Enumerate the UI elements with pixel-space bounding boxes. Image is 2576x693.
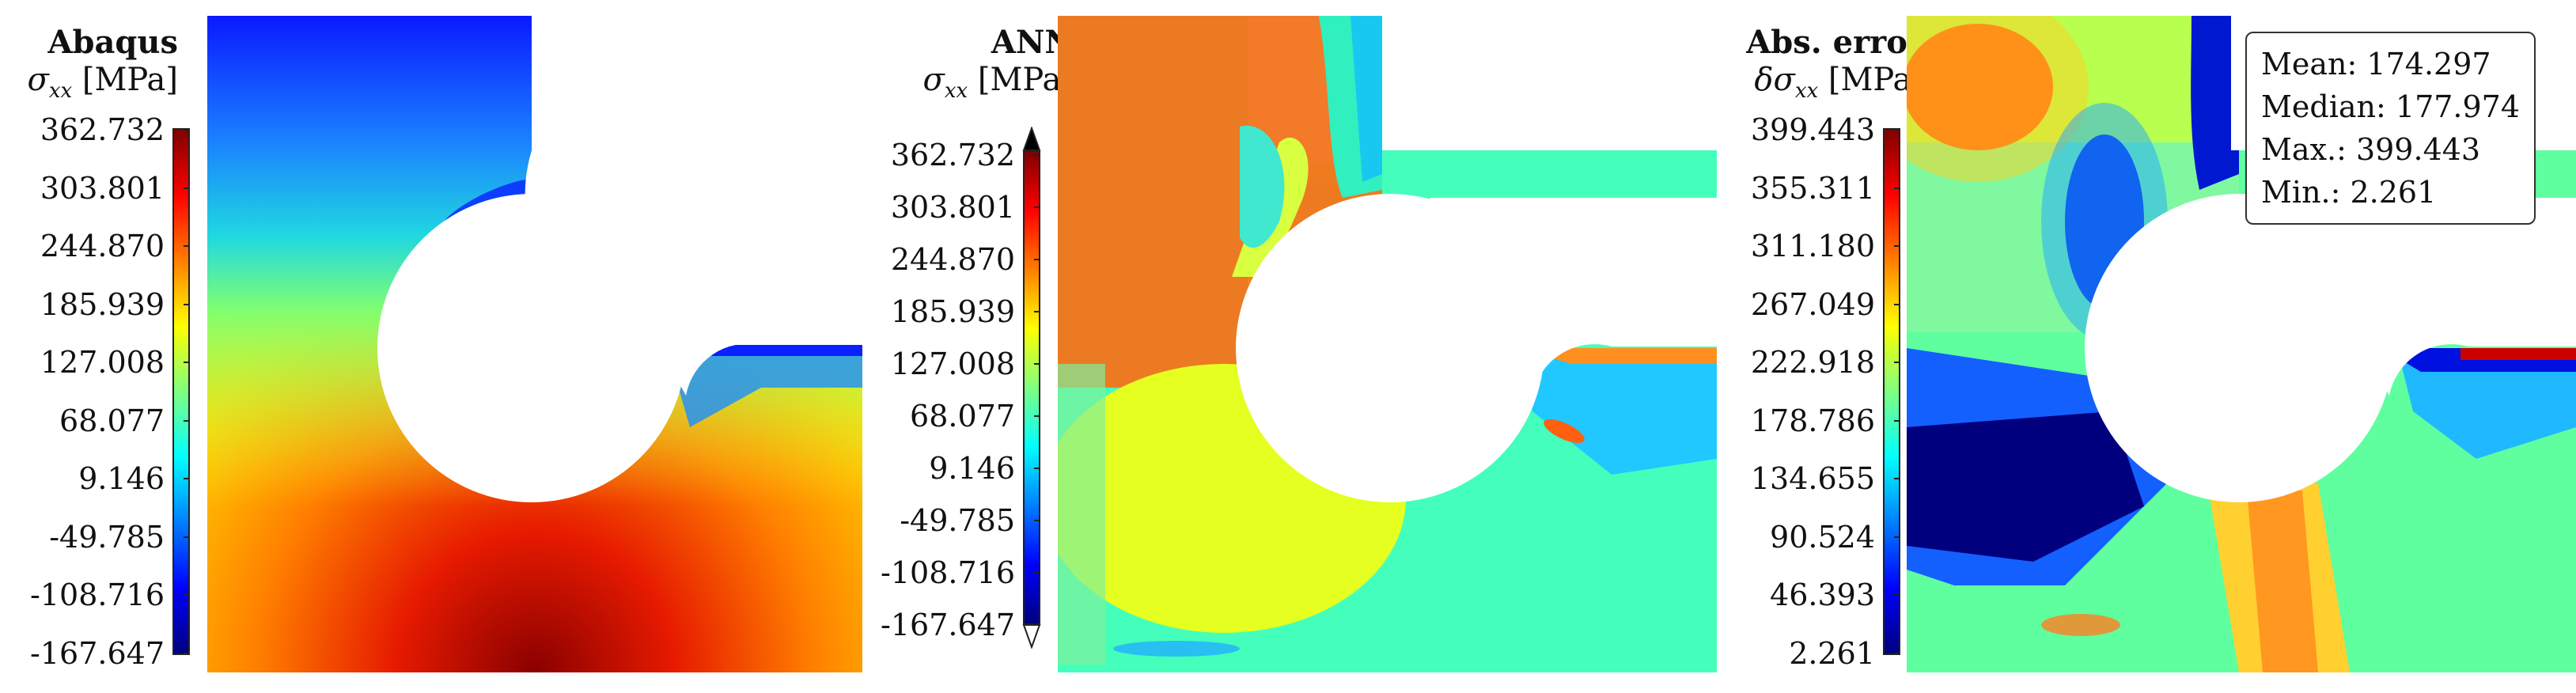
colorbar-tick-mark [1034,520,1040,521]
colorbar-tick-mark [1894,129,1900,131]
stat-max: Max.: 399.443 [2261,132,2481,167]
colorbar-ann: ANN σxx [MPa] 362.732 303.801 244.870 185.9… [858,0,1074,693]
colorbar-tick-mark [1894,653,1900,654]
colorbar-tick-mark [184,303,190,305]
error-stats-box: Mean: 174.297 Median: 177.974 Max.: 399.… [2245,32,2536,225]
panel-title: Abs. error [1746,24,1924,61]
colorbar-tick-label: 303.801 [890,190,1015,225]
colorbar-tick-mark [1894,419,1900,422]
colorbar-tick-mark [1894,303,1900,305]
colorbar-tick-mark [1034,468,1040,469]
colorbar-tick-mark [1034,311,1040,312]
colorbar-tick-label: -167.647 [881,608,1015,642]
colorbar-gradient [1023,150,1040,625]
colorbar-error: Abs. error δσxx [MPa] 399.443 355.311 311.… [1709,0,1924,693]
colorbar-tick-label: -49.785 [900,503,1015,538]
colorbar-tick-label: 399.443 [1750,112,1875,147]
colorbar-tick-mark [184,536,190,538]
panel-abaqus: Abaqus σxx [MPa] 362.732 303.801 244.870 18… [0,0,862,693]
colorbar-tick-mark [1034,415,1040,417]
colorbar-tick-label: -49.785 [49,519,165,555]
quantity-label: δσxx [MPa] [1754,62,1924,103]
colorbar-tick-label: 90.524 [1770,519,1875,555]
quantity-symbol: σ [27,62,49,98]
colorbar-tick-label: 222.918 [1750,345,1875,381]
colorbar-tick-mark [1034,154,1040,156]
colorbar-tick-label: 178.786 [1750,403,1875,438]
stress-field-abaqus [207,16,862,672]
colorbar-tick-label: 185.939 [40,286,165,322]
colorbar-tick-label: 355.311 [1750,170,1875,206]
colorbar-gradient [172,128,190,655]
quantity-label: σxx [MPa] [28,62,179,103]
colorbar-extend-bottom [1022,624,1041,649]
colorbar-tick-label: 46.393 [1770,578,1875,613]
colorbar-tick-label: 303.801 [40,170,165,206]
colorbar-tick-label: -167.647 [30,636,165,671]
colorbar-tick-label: 9.146 [78,461,165,497]
quantity-label: σxx [MPa] [923,62,1074,103]
colorbar-tick-mark [184,245,190,248]
colorbar-tick-mark [1034,572,1040,574]
panel-ann: ANN σxx [MPa] 362.732 303.801 244.870 185.9… [858,0,1717,693]
colorbar-tick-mark [1894,187,1900,189]
colorbar-extend-top [1022,127,1041,151]
colorbar-tick-label: 244.870 [890,242,1015,277]
colorbar-abaqus: Abaqus σxx [MPa] 362.732 303.801 244.870 18… [0,0,214,693]
colorbar-tick-label: 9.146 [929,451,1015,486]
stat-mean: Mean: 174.297 [2261,47,2491,81]
quantity-symbol: σ [922,62,945,98]
colorbar-tick-mark [184,594,190,596]
quantity-symbol: δσ [1754,62,1795,98]
colorbar-tick-mark [1894,478,1900,480]
unit-label: [MPa] [977,62,1074,98]
colorbar-tick-label: 2.261 [1789,636,1875,671]
colorbar-tick-mark [184,478,190,480]
colorbar-tick-mark [184,362,190,364]
colorbar-tick-label: -108.716 [30,578,165,613]
colorbar-gradient [1883,128,1900,655]
colorbar-tick-label: 362.732 [40,112,165,147]
colorbar-tick-label: 244.870 [40,229,165,264]
colorbar-tick-mark [1894,362,1900,364]
colorbar-tick-label: 185.939 [890,294,1015,329]
stress-field-ann [1058,16,1717,672]
colorbar-tick-mark [1894,536,1900,538]
colorbar-tick-label: 311.180 [1750,229,1875,264]
colorbar-tick-label: 127.008 [40,345,165,381]
colorbar-tick-label: 267.049 [1750,286,1875,322]
colorbar-tick-mark [184,419,190,422]
colorbar-tick-label: 134.655 [1750,461,1875,497]
colorbar-tick-mark [1034,363,1040,365]
colorbar-tick-mark [184,653,190,654]
stat-median: Median: 177.974 [2261,89,2521,124]
stat-min: Min.: 2.261 [2261,175,2437,210]
colorbar-tick-label: 68.077 [910,399,1015,434]
colorbar-tick-label: 68.077 [59,403,165,438]
unit-label: [MPa] [81,62,178,98]
colorbar-tick-mark [184,129,190,131]
colorbar-tick-mark [184,187,190,189]
quantity-subscript: xx [1794,79,1819,103]
quantity-subscript: xx [944,79,968,103]
panel-abs-error: Abs. error δσxx [MPa] 399.443 355.311 311.… [1709,0,2576,693]
colorbar-tick-label: 362.732 [890,138,1015,172]
colorbar-tick-mark [1034,624,1040,626]
quantity-subscript: xx [48,79,73,103]
colorbar-tick-mark [1894,594,1900,596]
colorbar-tick-mark [1034,206,1040,208]
colorbar-tick-mark [1894,245,1900,248]
panel-title: Abaqus [47,24,179,61]
colorbar-tick-label: -108.716 [881,555,1015,590]
colorbar-tick-mark [1034,259,1040,260]
colorbar-tick-label: 127.008 [890,346,1015,381]
